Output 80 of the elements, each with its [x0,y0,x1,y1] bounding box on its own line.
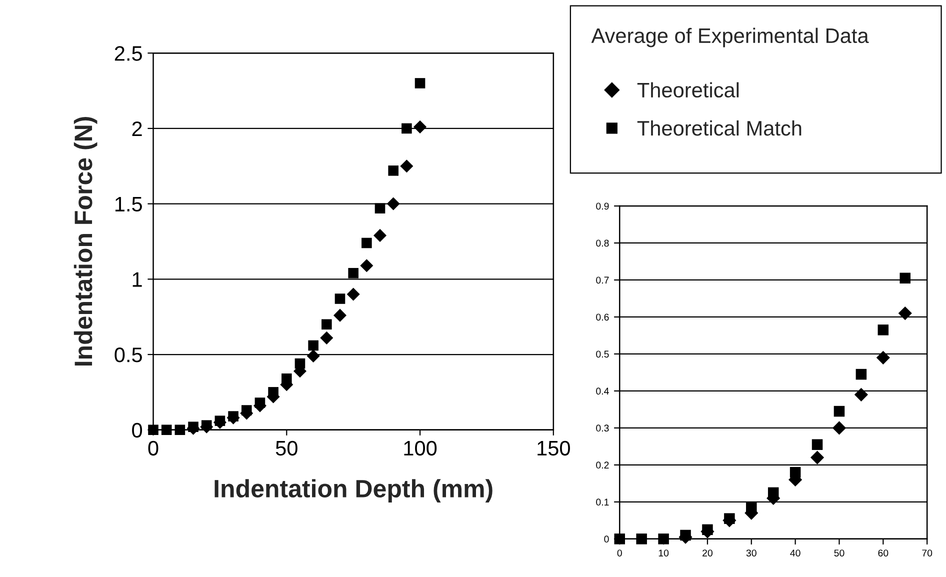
point [724,513,735,524]
point [832,421,846,435]
point [333,308,347,322]
point [374,203,386,214]
point [322,319,332,330]
y-tick-label: 0.9 [596,202,609,210]
y-tick-label: 0 [604,536,609,543]
x-axis-title: Indentation Depth (mm) [214,479,492,502]
y-tick-label: 0 [132,422,142,438]
x-tick-label: 60 [878,550,888,556]
point [702,524,713,536]
point [346,288,360,301]
x-tick-label: 70 [922,550,932,556]
point [308,340,318,351]
y-tick-label: 0.1 [596,498,609,506]
point [254,398,266,408]
y-tick-label: 0.8 [596,240,609,247]
y-axis-title: Indentation Force (N) [74,117,98,366]
point [188,422,198,432]
point [400,160,414,173]
point [878,324,889,336]
point [388,165,398,176]
x-tick-label: 20 [702,550,712,556]
point [900,272,910,284]
point [362,238,372,248]
y-tick-label: 1 [132,272,142,287]
point [680,530,691,541]
point [228,411,238,422]
point [414,120,427,134]
y-tick-label: 0.5 [114,348,142,362]
y-tick-label: 0.4 [596,388,609,395]
x-tick-label: 50 [834,550,844,556]
y-tick-label: 2 [132,121,142,136]
point [241,405,252,416]
point [373,228,387,242]
point [414,78,426,88]
point [161,424,172,436]
legend-label: Theoretical Match [637,120,802,136]
point [658,534,669,544]
point [636,534,647,544]
point [348,268,358,278]
point [214,416,226,426]
y-tick-label: 1.5 [115,197,142,212]
y-tick-label: 0.5 [596,350,609,358]
point [876,350,890,364]
y-tick-label: 0.6 [596,314,609,321]
point [614,534,626,544]
point [281,373,292,384]
point [294,358,306,369]
point [306,350,320,363]
point [898,306,912,320]
point [386,197,400,210]
legend-label: Theoretical [637,82,739,98]
point [360,259,374,272]
point [334,294,346,304]
x-tick-label: 0 [148,440,158,456]
y-tick-label: 0.2 [596,462,609,469]
y-tick-label: 0.7 [596,276,609,284]
y-tick-label: 2.5 [114,46,142,61]
x-tick-label: 10 [658,550,669,556]
x-tick-label: 0 [617,550,622,556]
point [768,487,779,498]
text: Average of Experimental Data [591,28,869,48]
point [174,424,186,436]
x-tick-label: 150 [538,440,570,456]
point [746,502,757,513]
point [810,450,824,464]
point [790,466,801,478]
point [856,368,867,380]
x-tick-label: 100 [404,440,437,456]
x-tick-label: 30 [746,550,756,556]
point [402,123,412,134]
point [834,406,845,417]
x-tick-label: 50 [276,440,298,456]
x-tick-label: 40 [790,550,800,556]
y-tick-label: 0.3 [596,424,609,432]
point [320,331,334,344]
point [854,388,868,402]
point [812,439,823,450]
point [201,420,212,430]
